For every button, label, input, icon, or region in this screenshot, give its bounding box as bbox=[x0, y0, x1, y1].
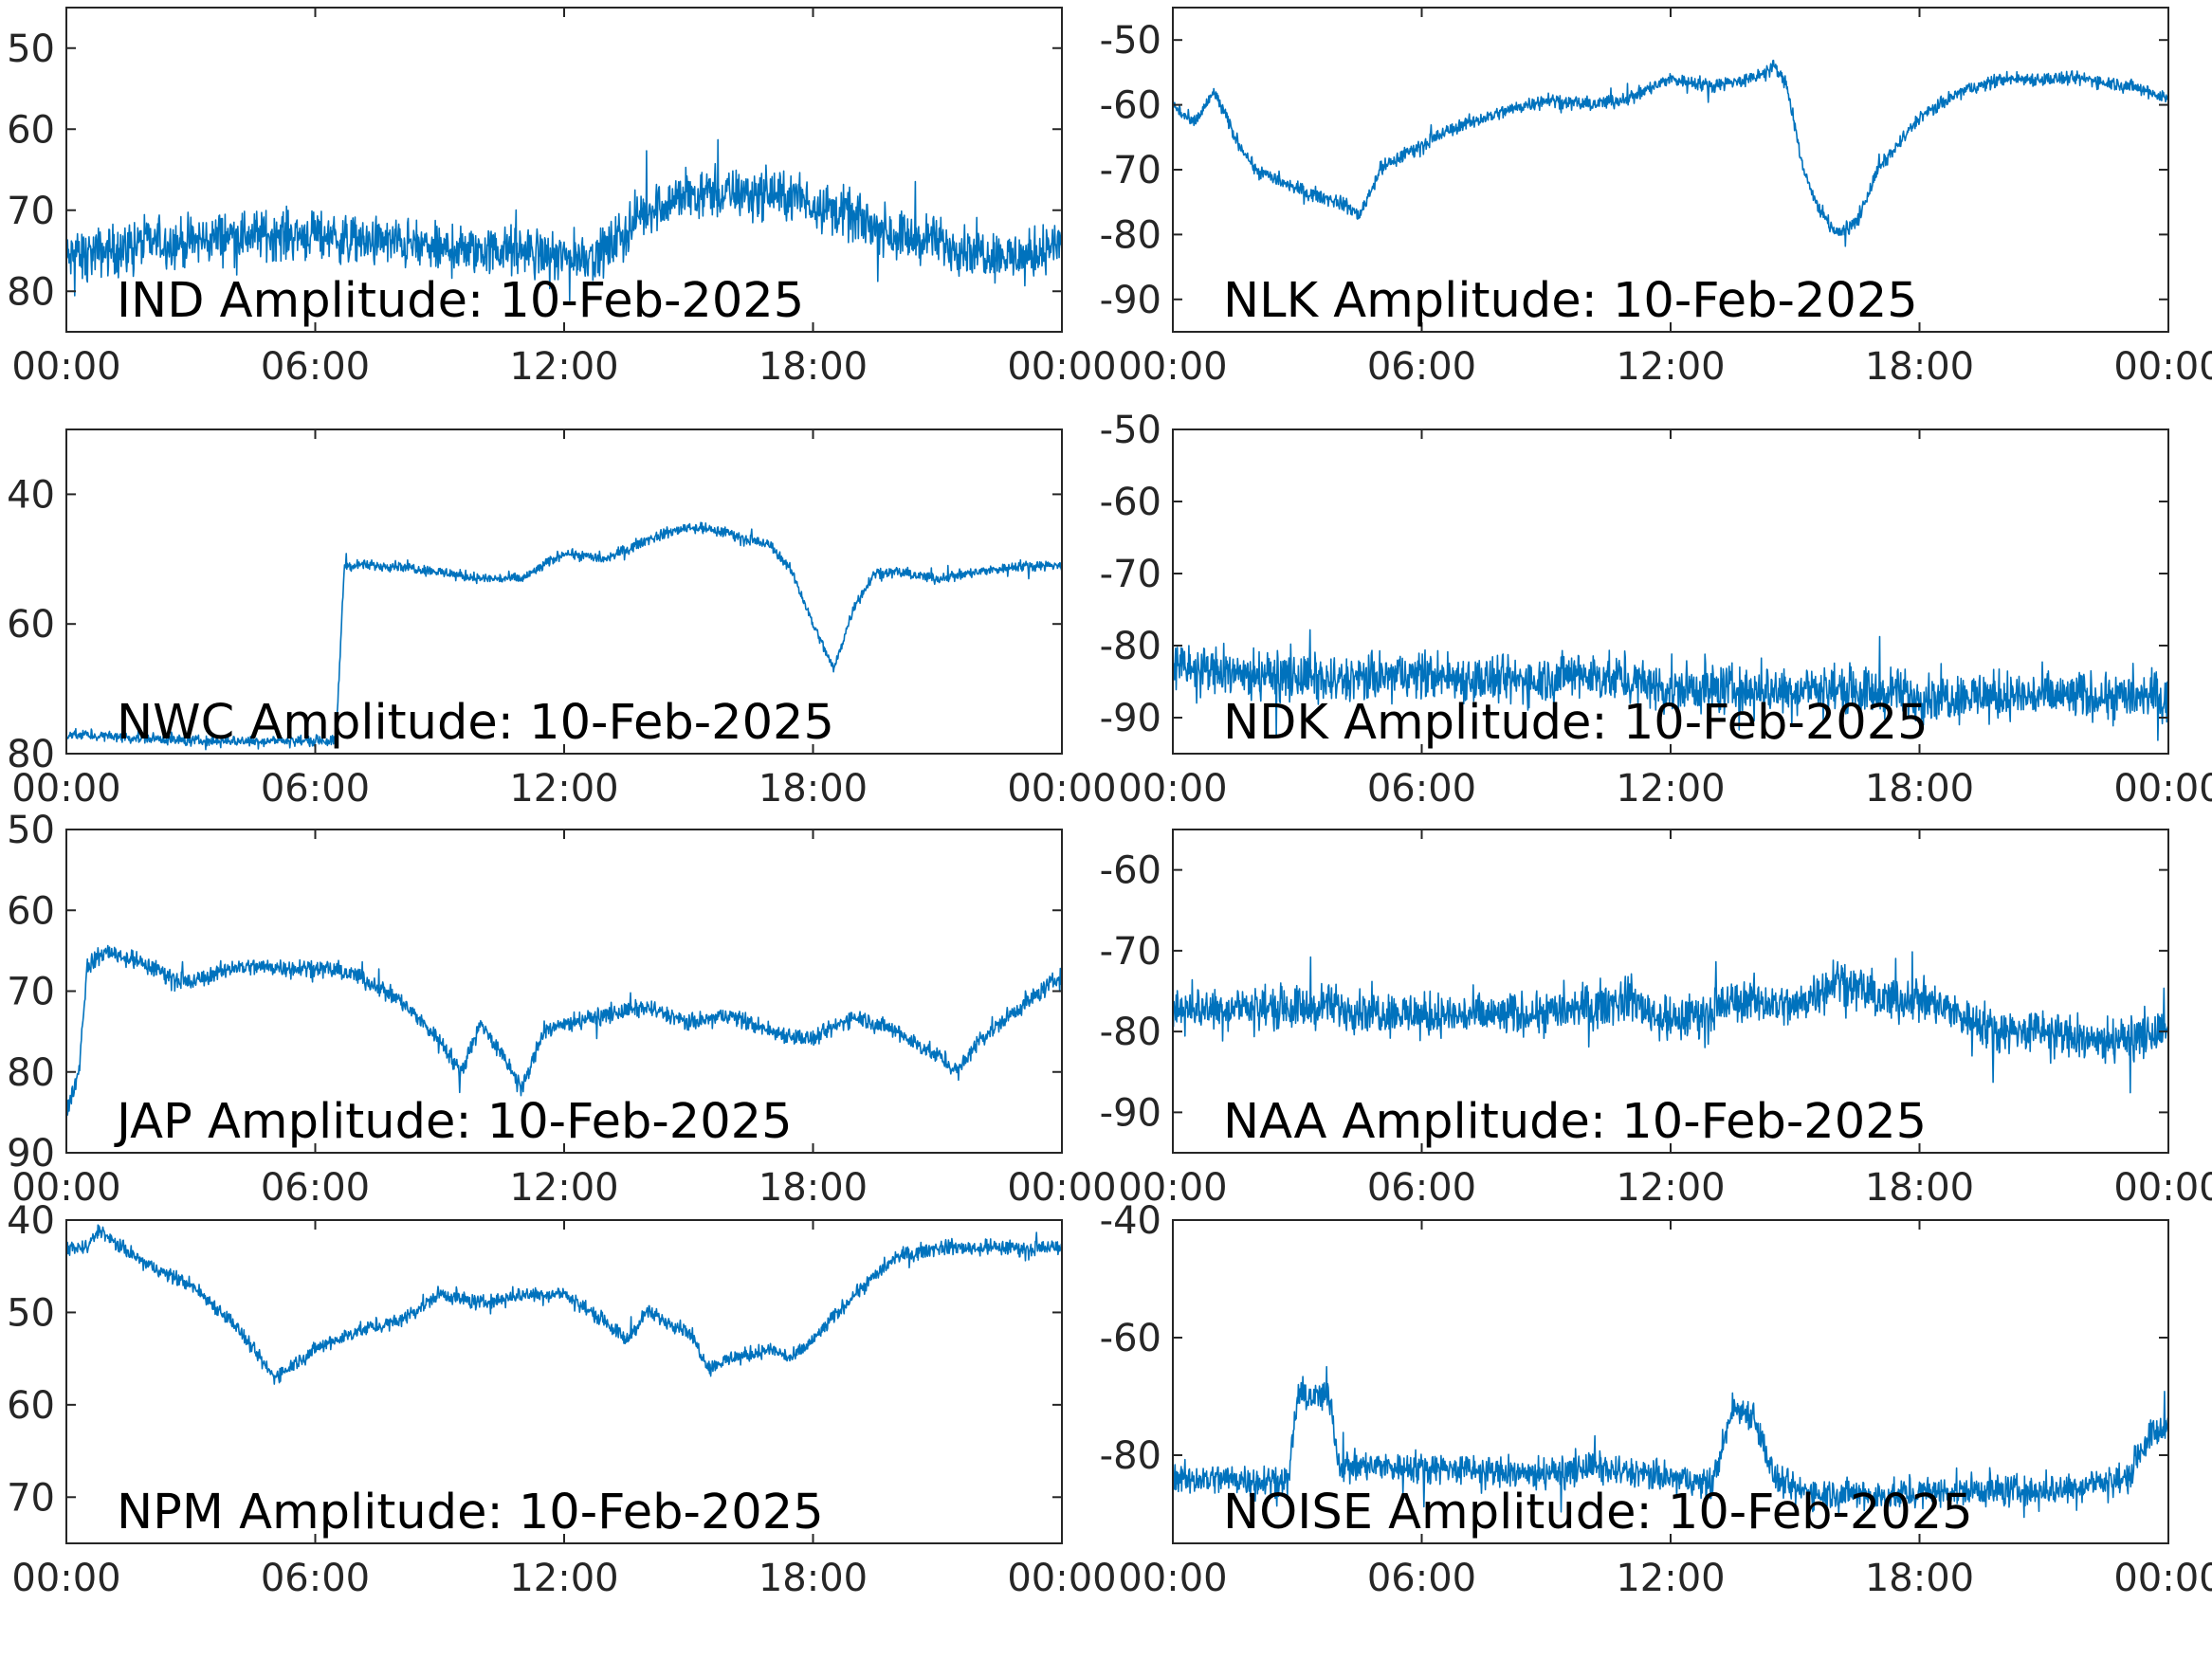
y-tick-label: 70 bbox=[7, 1476, 55, 1520]
x-tick-label: 12:00 bbox=[1616, 1557, 1725, 1600]
panel-nlk: -50 -60 -70 -80 -90 00:00 06:00 12:00 18:00 00:00… bbox=[1100, 7, 2212, 389]
y-tick-label: -50 bbox=[1100, 409, 1161, 452]
signal-trace-jap bbox=[66, 944, 1062, 1116]
x-tick-label: 00:00 bbox=[1007, 345, 1116, 389]
y-tick-label: -40 bbox=[1100, 1199, 1161, 1243]
panel-title: NDK Amplitude: 10-Feb-2025 bbox=[1223, 695, 1929, 751]
signal-trace-nwc bbox=[66, 521, 1062, 751]
x-tick-label: 12:00 bbox=[509, 1166, 618, 1210]
signal-trace-nlk bbox=[1173, 59, 2168, 247]
x-tick-label: 06:00 bbox=[261, 345, 370, 389]
signal-trace-noise bbox=[1173, 1365, 2168, 1519]
y-tick-label: -50 bbox=[1100, 19, 1161, 63]
x-tick-label: 00:00 bbox=[2113, 767, 2212, 811]
x-tick-label: 18:00 bbox=[1865, 1166, 1974, 1210]
x-tick-label: 00:00 bbox=[1007, 1166, 1116, 1210]
x-tick-label: 12:00 bbox=[509, 1557, 618, 1600]
y-tick-label: 60 bbox=[7, 603, 55, 647]
x-tick-label: 12:00 bbox=[509, 767, 618, 811]
panel-title: NOISE Amplitude: 10-Feb-2025 bbox=[1223, 1485, 1973, 1540]
x-tick-label: 00:00 bbox=[2113, 1557, 2212, 1600]
y-tick-label: -80 bbox=[1100, 1434, 1161, 1478]
x-tick-label: 12:00 bbox=[1616, 345, 1725, 389]
x-tick-label: 00:00 bbox=[11, 1557, 120, 1600]
panel-title: NLK Amplitude: 10-Feb-2025 bbox=[1223, 273, 1918, 329]
x-tick-label: 00:00 bbox=[2113, 1166, 2212, 1210]
x-tick-label: 18:00 bbox=[1865, 767, 1974, 811]
y-tick-label: 60 bbox=[7, 1384, 55, 1428]
panel-ndk: -50 -60 -70 -80 -90 00:00 06:00 12:00 18:00 00:00… bbox=[1100, 409, 2212, 811]
x-tick-label: 00:00 bbox=[1118, 1166, 1227, 1210]
y-tick-label: -90 bbox=[1100, 1091, 1161, 1135]
x-tick-label: 00:00 bbox=[11, 345, 120, 389]
y-tick-label: -90 bbox=[1100, 697, 1161, 740]
y-tick-label: 40 bbox=[7, 473, 55, 517]
panel-title: JAP Amplitude: 10-Feb-2025 bbox=[114, 1094, 793, 1150]
x-tick-label: 00:00 bbox=[1118, 767, 1227, 811]
x-tick-label: 00:00 bbox=[1118, 345, 1227, 389]
y-tick-label: 70 bbox=[7, 190, 55, 233]
y-tick-label: 80 bbox=[7, 1051, 55, 1095]
x-tick-label: 12:00 bbox=[1616, 767, 1725, 811]
panel-npm: 40 50 60 70 00:00 06:00 12:00 18:00 00:00 NPM Amp… bbox=[7, 1199, 1117, 1600]
x-tick-label: 18:00 bbox=[759, 1166, 868, 1210]
x-tick-label: 00:00 bbox=[11, 767, 120, 811]
x-tick-label: 06:00 bbox=[1367, 767, 1476, 811]
x-tick-label: 18:00 bbox=[759, 767, 868, 811]
x-tick-label: 06:00 bbox=[1367, 1557, 1476, 1600]
y-tick-label: -70 bbox=[1100, 930, 1161, 974]
y-tick-label: 70 bbox=[7, 971, 55, 1014]
x-tick-label: 18:00 bbox=[1865, 1557, 1974, 1600]
y-tick-label: 50 bbox=[7, 1291, 55, 1335]
y-tick-label: 80 bbox=[7, 270, 55, 314]
y-tick-label: -70 bbox=[1100, 553, 1161, 596]
y-tick-label: 60 bbox=[7, 889, 55, 933]
y-tick-label: -60 bbox=[1100, 1317, 1161, 1360]
panel-title: NAA Amplitude: 10-Feb-2025 bbox=[1223, 1094, 1927, 1150]
panel-ind: 50 60 70 80 00:00 06:00 12:00 18:00 00:00 IND Amp… bbox=[7, 7, 1117, 389]
signal-trace-naa bbox=[1173, 951, 2168, 1094]
y-tick-label: 50 bbox=[7, 27, 55, 71]
y-tick-label: 50 bbox=[7, 809, 55, 852]
x-tick-label: 12:00 bbox=[509, 345, 618, 389]
x-tick-label: 00:00 bbox=[11, 1166, 120, 1210]
y-tick-label: 90 bbox=[7, 1132, 55, 1176]
x-tick-label: 06:00 bbox=[1367, 345, 1476, 389]
x-tick-label: 00:00 bbox=[1007, 1557, 1116, 1600]
y-tick-label: 80 bbox=[7, 733, 55, 776]
signal-trace-ind bbox=[66, 138, 1062, 301]
panel-noise: -40 -60 -80 00:00 06:00 12:00 18:00 00:00 NOISE … bbox=[1100, 1199, 2212, 1600]
signal-trace-npm bbox=[66, 1224, 1062, 1385]
y-tick-label: 60 bbox=[7, 108, 55, 152]
panel-title: NPM Amplitude: 10-Feb-2025 bbox=[117, 1485, 824, 1540]
y-tick-label: -60 bbox=[1100, 849, 1161, 893]
y-tick-label: -70 bbox=[1100, 149, 1161, 192]
y-tick-label: -80 bbox=[1100, 213, 1161, 257]
panel-title: IND Amplitude: 10-Feb-2025 bbox=[117, 273, 804, 329]
x-tick-label: 06:00 bbox=[261, 1166, 370, 1210]
x-tick-label: 06:00 bbox=[261, 1557, 370, 1600]
panel-naa: -60 -70 -80 -90 00:00 06:00 12:00 18:00 00:00 NAA… bbox=[1100, 829, 2212, 1210]
y-tick-label: -60 bbox=[1100, 84, 1161, 128]
x-tick-label: 18:00 bbox=[759, 345, 868, 389]
x-tick-label: 00:00 bbox=[1118, 1557, 1227, 1600]
y-tick-label: -80 bbox=[1100, 1011, 1161, 1054]
x-tick-label: 18:00 bbox=[1865, 345, 1974, 389]
x-tick-label: 18:00 bbox=[759, 1557, 868, 1600]
y-tick-label: -60 bbox=[1100, 481, 1161, 524]
y-tick-label: -90 bbox=[1100, 279, 1161, 322]
x-tick-label: 06:00 bbox=[261, 767, 370, 811]
x-tick-label: 00:00 bbox=[1007, 767, 1116, 811]
x-tick-label: 00:00 bbox=[2113, 345, 2212, 389]
x-tick-label: 12:00 bbox=[1616, 1166, 1725, 1210]
signal-trace-ndk bbox=[1173, 629, 2168, 741]
y-tick-label: 40 bbox=[7, 1199, 55, 1243]
panel-title: NWC Amplitude: 10-Feb-2025 bbox=[117, 695, 834, 751]
y-tick-label: -80 bbox=[1100, 625, 1161, 668]
x-tick-label: 06:00 bbox=[1367, 1166, 1476, 1210]
